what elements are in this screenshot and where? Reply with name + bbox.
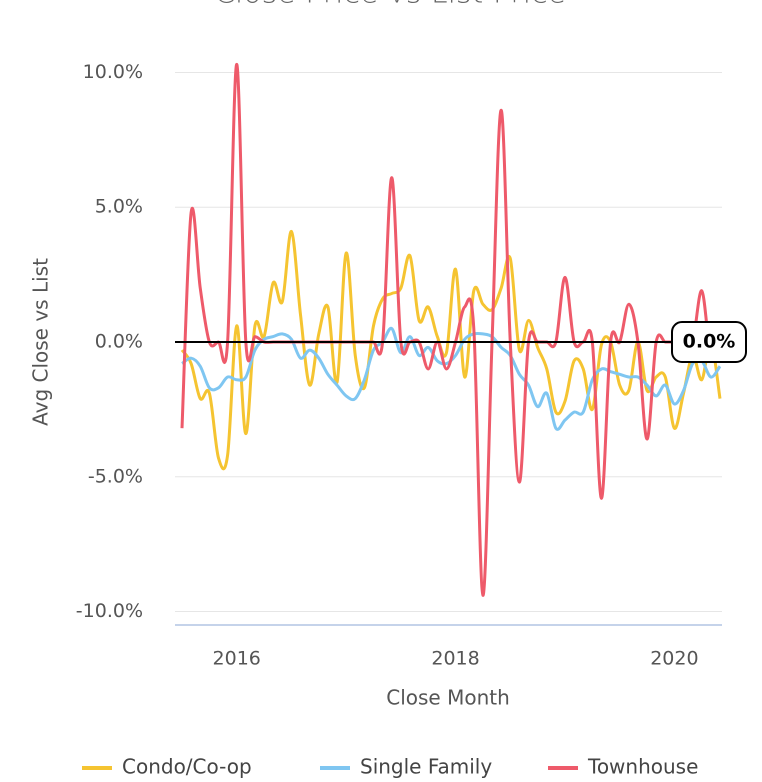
chart-title: Close Price vs List Price [214, 0, 566, 11]
series-line [180, 62, 722, 597]
legend-label: Single Family [360, 755, 492, 779]
y-tick-label: -10.0% [76, 600, 143, 622]
reference-label: 0.0% [683, 331, 736, 353]
x-axis-label: Close Month [386, 686, 510, 710]
series-line [180, 229, 722, 471]
x-tick-label: 2016 [213, 648, 261, 670]
legend-label: Condo/Co-op [122, 755, 252, 779]
x-tick-label: 2018 [431, 648, 479, 670]
legend-label: Townhouse [587, 755, 698, 779]
y-tick-label: -5.0% [88, 465, 143, 487]
y-tick-label: 0.0% [95, 331, 143, 353]
reference-label-box [671, 321, 747, 363]
y-tick-label: 10.0% [83, 61, 143, 83]
y-tick-label: 5.0% [95, 196, 143, 218]
y-axis-label: Avg Close vs List [29, 258, 53, 426]
x-tick-label: 2020 [650, 648, 698, 670]
